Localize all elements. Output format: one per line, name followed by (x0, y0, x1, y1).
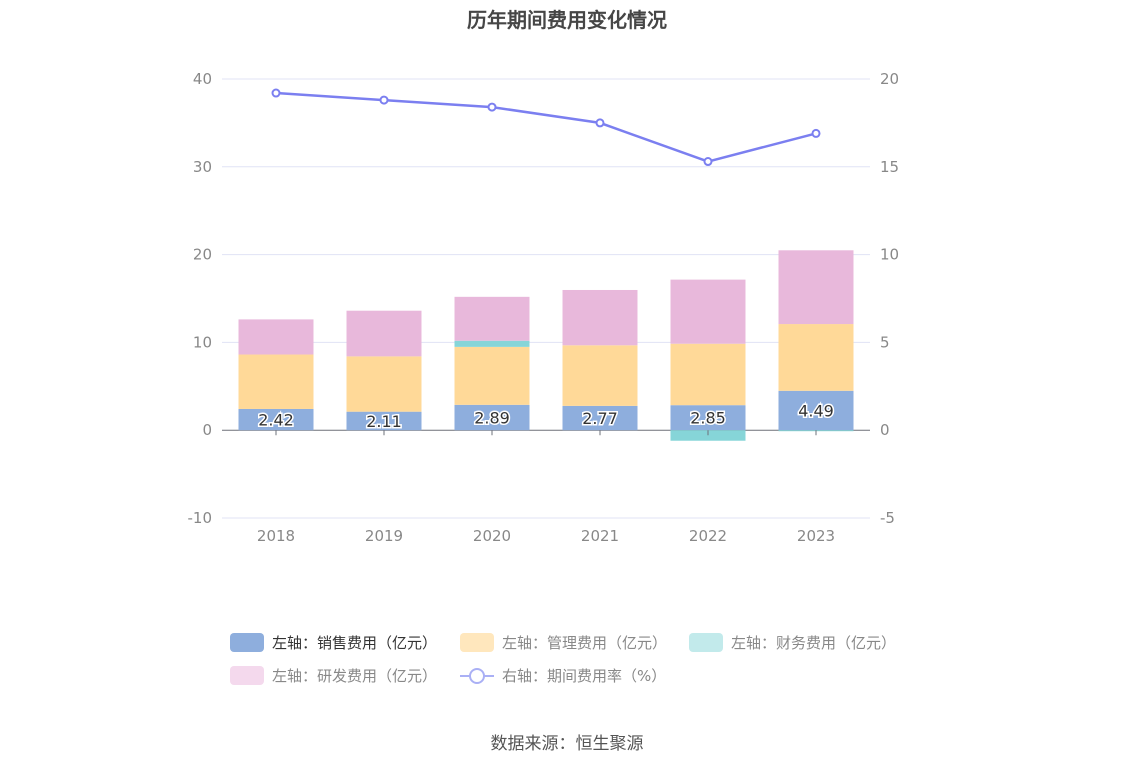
bar-segment (778, 250, 854, 325)
legend-item-sales[interactable]: 左轴：销售费用（亿元） (230, 632, 437, 653)
bar-segment (562, 345, 638, 406)
left-tick-label: 30 (193, 158, 212, 176)
source-note: 数据来源：恒生聚源 (490, 734, 644, 754)
chart-title: 历年期间费用变化情况 (467, 8, 667, 32)
bar-segment (238, 354, 314, 409)
x-tick-label: 2022 (689, 527, 727, 545)
bar-segment (778, 324, 854, 391)
bar-segment (670, 405, 746, 431)
expense-ratio-point (703, 157, 713, 167)
legend-swatch-rd (230, 666, 264, 685)
right-tick-label: 0 (880, 421, 890, 439)
legend-label-finance: 左轴：财务费用（亿元） (731, 634, 897, 652)
left-tick-label: 40 (193, 70, 212, 88)
bar-segment (670, 343, 746, 406)
left-tick-label: -10 (188, 509, 213, 527)
bar-segment (670, 430, 746, 441)
bar-segment (454, 404, 530, 431)
data-label: 2.85 (690, 409, 726, 428)
expense-ratio-point (595, 118, 605, 128)
legend-label-expense-ratio: 右轴：期间费用率（%） (502, 667, 667, 685)
bar-segment (238, 408, 314, 431)
bar-segment (346, 310, 422, 357)
bar-segment (346, 356, 422, 412)
data-label: 4.49 (798, 401, 834, 420)
expense-ratio-point (487, 102, 497, 112)
bar-segment (670, 279, 746, 344)
bar-segment (454, 346, 530, 405)
bar-segment (346, 411, 422, 431)
bar-segment (562, 289, 638, 346)
legend-item-finance[interactable]: 左轴：财务费用（亿元） (689, 632, 896, 653)
legend-item-expense-ratio[interactable]: 右轴：期间费用率（%） (460, 665, 666, 686)
expense-ratio-point (379, 95, 389, 105)
x-tick-label: 2021 (581, 527, 619, 545)
expense-ratio-line (275, 91, 817, 163)
right-tick-label: 15 (880, 158, 899, 176)
right-tick-label: 10 (880, 246, 899, 264)
x-tick-label: 2020 (473, 527, 511, 545)
left-tick-label: 10 (193, 333, 212, 351)
legend-label-rd: 左轴：研发费用（亿元） (272, 667, 438, 685)
x-tick-label: 2019 (365, 527, 403, 545)
x-tick-label: 2023 (797, 527, 835, 545)
chart-canvas: -10 -5 0 0 10 5 20 10 30 15 40 20 2018 2.42 2019 2.11 20… (188, 70, 900, 545)
legend-swatch-finance (689, 633, 723, 652)
legend-label-sales: 左轴：销售费用（亿元） (272, 634, 438, 652)
bar-segment (778, 390, 854, 431)
expense-ratio-point (811, 128, 821, 138)
legend-line-marker-icon (460, 666, 494, 685)
legend-item-admin[interactable]: 左轴：管理费用（亿元） (460, 632, 667, 653)
bar-segment (454, 340, 530, 347)
legend-label-admin: 左轴：管理费用（亿元） (502, 634, 668, 652)
legend-swatch-sales (230, 633, 264, 652)
data-label: 2.77 (582, 409, 618, 428)
x-tick-label: 2018 (257, 527, 295, 545)
right-tick-label: -5 (880, 509, 895, 527)
bar-segment (454, 296, 530, 341)
legend-swatch-admin (460, 633, 494, 652)
left-tick-label: 0 (202, 421, 212, 439)
data-label: 2.42 (258, 411, 294, 430)
data-label: 2.89 (474, 409, 510, 428)
right-tick-label: 5 (880, 333, 890, 351)
left-tick-label: 20 (193, 246, 212, 264)
right-tick-label: 20 (880, 70, 899, 88)
data-label: 2.11 (366, 412, 402, 431)
legend-item-rd[interactable]: 左轴：研发费用（亿元） (230, 665, 437, 686)
bar-segment (238, 319, 314, 355)
expense-ratio-point (271, 88, 281, 98)
bar-segment (562, 405, 638, 431)
